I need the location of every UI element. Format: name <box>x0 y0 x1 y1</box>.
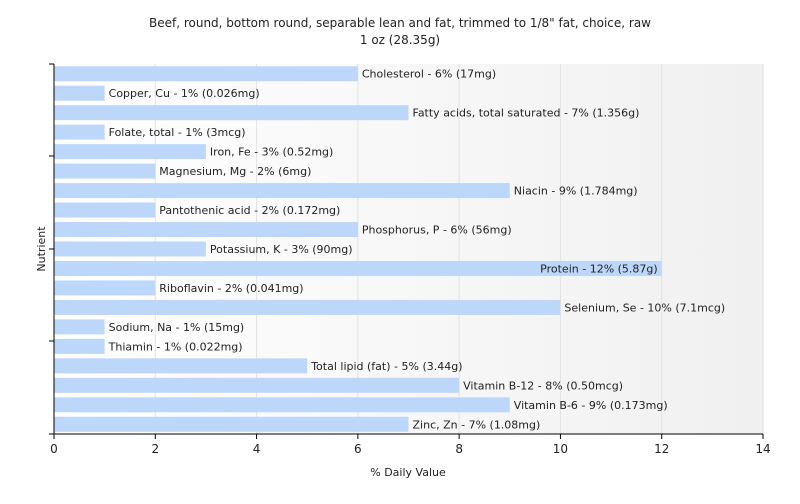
bar-label: Niacin - 9% (1.784mg) <box>514 185 638 198</box>
bar <box>54 222 358 238</box>
y-axis-label: Nutrient <box>35 226 48 272</box>
bar-label: Sodium, Na - 1% (15mg) <box>109 321 245 334</box>
bar-label: Selenium, Se - 10% (7.1mcg) <box>564 301 725 314</box>
chart-subtitle: 1 oz (28.35g) <box>360 33 440 47</box>
bar-label: Vitamin B-12 - 8% (0.50mcg) <box>463 379 623 392</box>
x-axis-label: % Daily Value <box>370 466 446 479</box>
bar <box>54 338 105 354</box>
bar <box>54 85 105 101</box>
x-tick-label: 8 <box>455 442 463 456</box>
bar <box>54 124 105 140</box>
bar-label: Cholesterol - 6% (17mg) <box>362 68 496 81</box>
bar-label: Zinc, Zn - 7% (1.08mg) <box>413 418 541 431</box>
grid-lines <box>154 64 764 434</box>
bar <box>54 163 156 179</box>
bar <box>54 358 308 374</box>
bar <box>54 397 510 413</box>
bar-label: Total lipid (fat) - 5% (3.44g) <box>310 360 462 373</box>
bar <box>54 66 358 82</box>
bars-group: Cholesterol - 6% (17mg) Copper, Cu - 1% (… <box>54 66 725 432</box>
bar-label: Thiamin - 1% (0.022mg) <box>108 340 243 353</box>
bar-label: Phosphorus, P - 6% (56mg) <box>362 224 512 237</box>
bar-label: Iron, Fe - 3% (0.52mg) <box>210 146 333 159</box>
bar-label: Riboflavin - 2% (0.041mg) <box>159 282 303 295</box>
axes-group: 0 2 4 6 8 10 12 14 <box>49 63 771 456</box>
bar <box>54 202 156 218</box>
bar-label: Copper, Cu - 1% (0.026mg) <box>109 87 260 100</box>
x-tick-label: 6 <box>354 442 362 456</box>
bar-label: Pantothenic acid - 2% (0.172mg) <box>159 204 340 217</box>
bar-label: Vitamin B-6 - 9% (0.173mg) <box>514 399 668 412</box>
x-tick-label: 4 <box>253 442 261 456</box>
bar <box>54 144 206 160</box>
bar <box>54 299 561 315</box>
bar-label: Protein - 12% (5.87g) <box>540 262 658 275</box>
bar <box>54 183 510 199</box>
bar-label: Fatty acids, total saturated - 7% (1.356… <box>413 107 640 120</box>
bar <box>54 416 409 432</box>
x-tick-label: 12 <box>654 442 669 456</box>
bar <box>54 377 460 393</box>
bar <box>54 241 206 257</box>
bar-label: Potassium, K - 3% (90mg) <box>210 243 353 256</box>
chart-title: Beef, round, bottom round, separable lea… <box>149 16 651 30</box>
bar-label: Folate, total - 1% (3mcg) <box>109 126 246 139</box>
bar <box>54 260 662 276</box>
bar <box>54 280 156 296</box>
bar <box>54 105 409 121</box>
x-tick-label: 10 <box>553 442 568 456</box>
bar <box>54 319 105 335</box>
x-tick-label: 14 <box>755 442 770 456</box>
x-tick-label: 0 <box>50 442 58 456</box>
bar-label: Magnesium, Mg - 2% (6mg) <box>159 165 311 178</box>
x-tick-label: 2 <box>151 442 159 456</box>
